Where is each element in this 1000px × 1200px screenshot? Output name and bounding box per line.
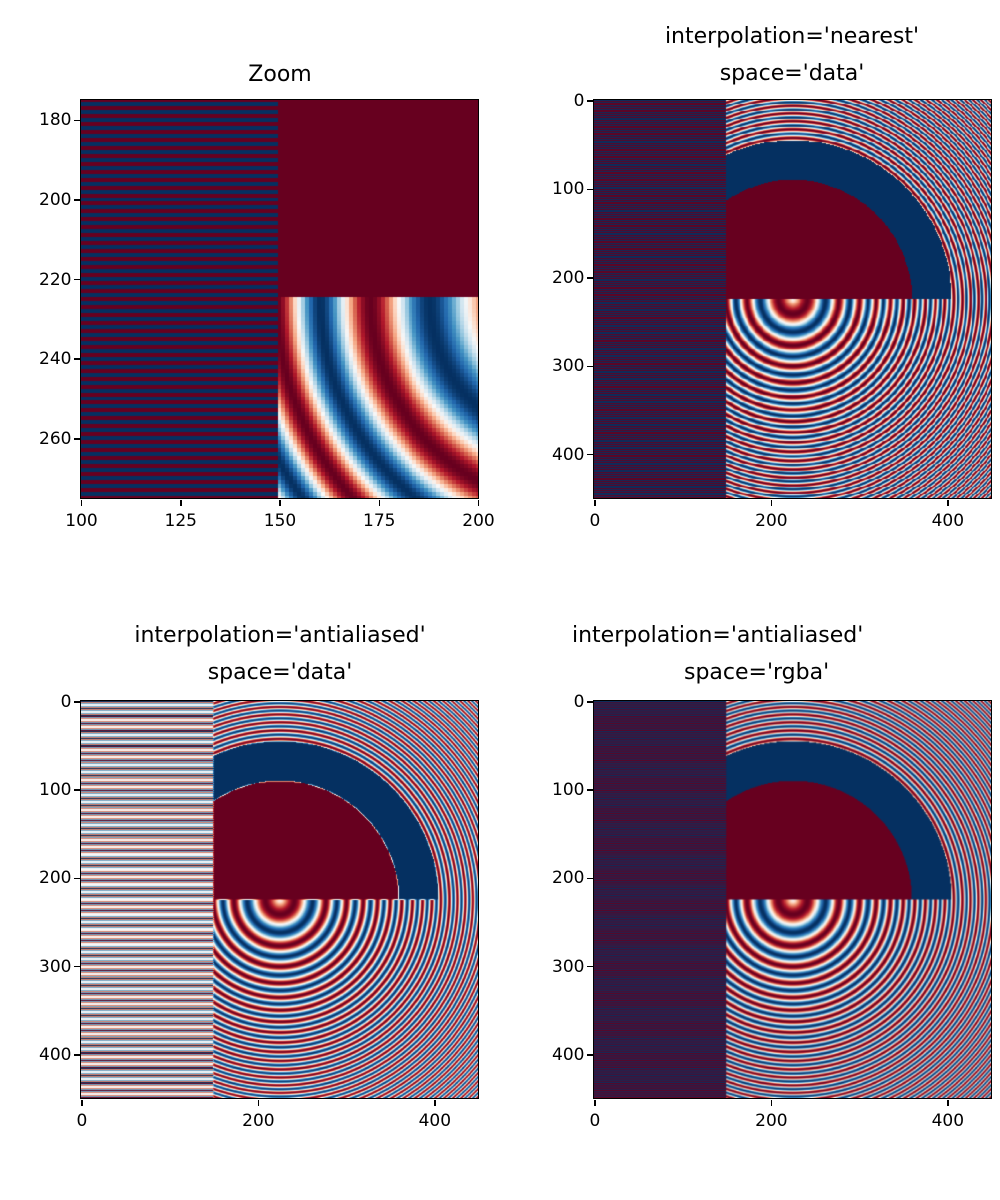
antialiased-rgba-image	[594, 701, 991, 1098]
nearest-image	[594, 100, 991, 498]
y-tick-mark	[74, 965, 80, 968]
y-tick-mark	[74, 199, 80, 201]
x-tick-mark	[180, 500, 182, 506]
y-tick-label: 0	[573, 691, 585, 712]
y-tick-label: 400	[39, 1044, 72, 1065]
x-tick-label: 175	[363, 510, 396, 531]
antialiased-data-title-line2: space='data'	[207, 660, 353, 685]
x-tick-label: 200	[755, 1110, 788, 1131]
y-tick-mark	[74, 278, 80, 281]
x-tick-mark	[378, 500, 380, 506]
x-tick-label: 400	[418, 1110, 452, 1131]
y-tick-label: 100	[552, 179, 585, 200]
y-tick-mark	[587, 100, 593, 102]
nearest-axes	[593, 99, 992, 499]
x-tick-label: 200	[462, 510, 495, 531]
antialiased-rgba-axes	[593, 700, 992, 1099]
y-tick-mark	[74, 789, 80, 791]
nearest-title: interpolation='nearest' space='data'	[592, 18, 992, 92]
x-tick-mark	[947, 1100, 949, 1106]
x-tick-mark	[770, 1100, 773, 1106]
y-tick-label: 300	[552, 956, 585, 977]
x-tick-label: 200	[242, 1110, 275, 1131]
x-tick-label: 125	[164, 510, 197, 531]
y-tick-label: 240	[39, 349, 72, 370]
y-tick-label: 300	[39, 956, 72, 977]
antialiased-data-title-line1: interpolation='antialiased'	[134, 623, 426, 648]
y-tick-mark	[587, 965, 593, 968]
y-tick-mark	[74, 119, 80, 122]
y-tick-mark	[74, 358, 80, 360]
y-tick-label: 200	[552, 868, 585, 889]
zoom-title: Zoom	[248, 62, 312, 87]
x-tick-mark	[257, 1100, 260, 1106]
x-tick-mark	[434, 1100, 436, 1106]
y-tick-label: 0	[573, 90, 585, 111]
antialiased-rgba-title: interpolation='antialiased' space='rgba'	[572, 617, 1000, 691]
antialiased-rgba-title-line2: space='rgba'	[684, 660, 830, 685]
antialiased-data-title: interpolation='antialiased' space='data'	[80, 617, 480, 691]
x-tick-label: 400	[931, 510, 965, 531]
x-tick-mark	[594, 500, 596, 506]
y-tick-mark	[587, 365, 593, 368]
y-tick-mark	[74, 438, 80, 440]
nearest-title-line2: space='data'	[719, 61, 865, 86]
y-tick-label: 100	[552, 780, 585, 801]
y-tick-mark	[74, 1054, 80, 1056]
x-tick-mark	[477, 500, 480, 506]
y-tick-label: 300	[552, 356, 585, 377]
y-tick-label: 260	[39, 428, 72, 449]
y-tick-label: 400	[552, 1044, 585, 1065]
x-tick-label: 400	[931, 1110, 965, 1131]
x-tick-label: 0	[76, 1110, 88, 1131]
x-tick-label: 100	[65, 510, 98, 531]
x-tick-label: 0	[589, 1110, 601, 1131]
y-tick-label: 200	[552, 267, 585, 288]
antialiased-data-axes	[80, 700, 479, 1099]
y-tick-label: 0	[60, 691, 72, 712]
y-tick-label: 100	[39, 780, 72, 801]
nearest-title-line1: interpolation='nearest'	[664, 24, 920, 49]
x-tick-mark	[80, 500, 83, 506]
antialiased-rgba-title-line1: interpolation='antialiased'	[572, 623, 864, 648]
y-tick-mark	[74, 701, 80, 703]
y-tick-mark	[587, 789, 593, 791]
x-tick-mark	[81, 1100, 83, 1106]
x-tick-label: 150	[263, 510, 297, 531]
y-tick-mark	[587, 701, 593, 703]
x-tick-mark	[947, 500, 949, 506]
x-tick-mark	[279, 500, 281, 506]
y-tick-mark	[587, 277, 593, 279]
antialiased-data-image	[81, 701, 478, 1098]
y-tick-label: 220	[39, 269, 72, 290]
zoom-axes	[80, 99, 479, 499]
y-tick-mark	[74, 877, 80, 880]
y-tick-label: 400	[552, 444, 585, 465]
x-tick-mark	[594, 1100, 596, 1106]
y-tick-label: 200	[39, 868, 72, 889]
zoom-image	[81, 100, 478, 498]
y-tick-mark	[587, 1054, 593, 1056]
x-tick-mark	[770, 500, 773, 506]
y-tick-label: 200	[39, 190, 72, 210]
y-tick-label: 180	[39, 110, 72, 131]
x-tick-label: 200	[755, 510, 788, 531]
y-tick-mark	[587, 188, 593, 191]
x-tick-label: 0	[589, 510, 601, 531]
y-tick-mark	[587, 453, 593, 456]
y-tick-mark	[587, 877, 593, 880]
